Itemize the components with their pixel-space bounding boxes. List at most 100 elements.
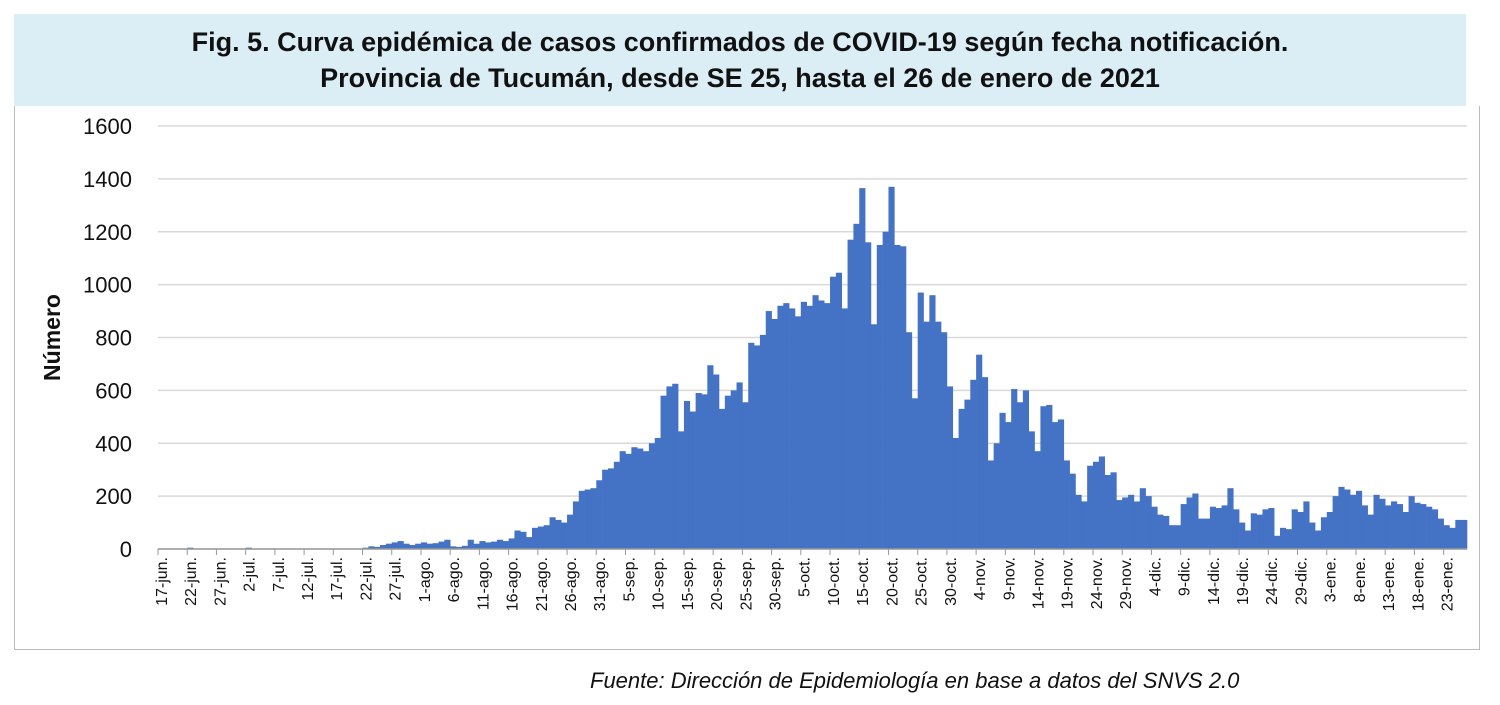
bar (1168, 525, 1176, 549)
x-tick-label: 14-dic. (1206, 557, 1223, 605)
bar (964, 399, 971, 549)
bar (543, 525, 550, 549)
bar (1461, 519, 1468, 549)
bar (1034, 451, 1041, 549)
x-tick-label: 22-jul. (358, 557, 375, 601)
bar (537, 526, 544, 549)
bar (1303, 501, 1310, 549)
bar (1139, 488, 1146, 549)
y-tick-label: 200 (95, 484, 132, 509)
bar (1022, 390, 1030, 549)
bar (397, 541, 404, 549)
x-tick-label: 29-nov. (1118, 557, 1135, 609)
bar (1046, 404, 1053, 549)
x-tick-label: 30-oct. (943, 557, 960, 606)
y-tick-label: 1000 (83, 273, 132, 298)
bar (1163, 515, 1170, 549)
bar (1437, 518, 1444, 549)
bar (853, 223, 860, 549)
bar (473, 543, 480, 549)
bar (1174, 525, 1181, 549)
bar (695, 393, 702, 549)
bar (730, 390, 737, 549)
bar (812, 295, 819, 549)
bar (1326, 511, 1333, 549)
x-tick-label: 9-dic. (1177, 557, 1194, 596)
bar (1291, 509, 1298, 549)
x-tick-label: 17-jul. (329, 557, 346, 601)
bar (1262, 509, 1269, 549)
bar (496, 539, 504, 549)
bar (1344, 489, 1351, 549)
bar (1093, 461, 1100, 549)
x-tick-label: 30-sep. (768, 557, 785, 610)
y-tick-label: 400 (95, 431, 132, 456)
bar (1069, 473, 1076, 549)
bar (567, 514, 574, 549)
bar (596, 480, 603, 549)
bar (666, 386, 673, 549)
bar (859, 188, 866, 550)
x-tick-label: 3-ene. (1323, 557, 1340, 602)
x-tick-label: 24-nov. (1089, 557, 1106, 609)
x-tick-label: 16-ago. (505, 557, 522, 611)
x-tick-label: 2-jul. (242, 557, 259, 592)
bar (1233, 509, 1240, 549)
bar (613, 461, 620, 549)
x-tick-label: 31-ago. (592, 557, 609, 611)
x-tick-label: 10-oct. (826, 557, 843, 606)
x-tick-label: 26-ago. (563, 557, 580, 611)
bar (987, 460, 994, 549)
y-tick-label: 1400 (83, 167, 132, 192)
bar (847, 239, 854, 549)
bar (1075, 494, 1082, 549)
bar (783, 303, 790, 549)
bar (941, 332, 948, 549)
bar (748, 342, 755, 549)
bar (643, 451, 650, 549)
bar (981, 377, 989, 549)
bar (1420, 504, 1427, 549)
bar (368, 546, 375, 549)
bar (742, 402, 749, 549)
bar (1063, 460, 1070, 549)
bar (1122, 497, 1129, 549)
x-tick-label: 6-ago. (446, 557, 463, 602)
bar (818, 300, 825, 549)
bar (1052, 422, 1059, 549)
chart-title: Fig. 5. Curva epidémica de casos confirm… (14, 14, 1466, 106)
bar (450, 546, 457, 549)
bar (1285, 529, 1292, 549)
bar (1443, 525, 1450, 549)
bar (479, 541, 486, 549)
bar (689, 411, 696, 549)
bar (876, 244, 883, 549)
bar (426, 543, 433, 549)
bar (771, 318, 778, 549)
bar (672, 383, 679, 549)
bar (759, 334, 767, 549)
bar (491, 541, 498, 549)
bar (572, 501, 580, 549)
bar (532, 527, 539, 549)
x-tick-label: 4-dic. (1147, 557, 1164, 596)
bar (970, 379, 977, 549)
x-tick-label: 29-dic. (1293, 557, 1310, 605)
bar (835, 272, 843, 549)
bar (806, 305, 813, 549)
bar (1320, 517, 1328, 549)
bar (1361, 505, 1368, 549)
bar (1408, 496, 1415, 549)
bar (1280, 527, 1287, 549)
bar (1338, 486, 1345, 549)
bar (631, 447, 638, 549)
x-tick-label: 19-nov. (1060, 557, 1077, 609)
bar (526, 537, 533, 549)
bar (385, 543, 393, 549)
bar (958, 408, 965, 549)
bar (1198, 518, 1205, 549)
bar (549, 517, 556, 549)
x-tick-label: 25-sep. (738, 557, 755, 610)
x-tick-label: 22-jun. (183, 557, 200, 606)
bar (1350, 494, 1357, 549)
